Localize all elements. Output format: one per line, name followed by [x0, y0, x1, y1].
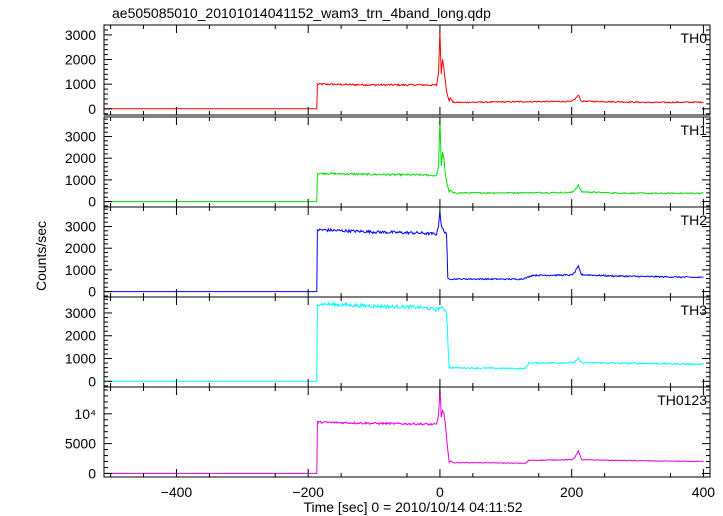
x-tick-label: −400 [161, 484, 193, 500]
y-tick-label: 3000 [65, 27, 96, 43]
panel-frame [103, 296, 711, 388]
y-tick-label: 0 [88, 373, 96, 389]
x-tick-label: −200 [292, 484, 324, 500]
y-tick-label: 1000 [65, 351, 96, 367]
series-line-th3 [104, 300, 704, 382]
y-tick-label: 0 [88, 465, 96, 481]
panel-th2: 0 1000 2000 3000 TH2 [65, 206, 711, 300]
y-tick-label: 2000 [65, 150, 96, 166]
series-line-th0123 [104, 388, 704, 474]
series-line-th2 [104, 211, 704, 293]
y-tick-label: 0 [88, 284, 96, 300]
x-tick-label: 400 [692, 484, 716, 500]
series-line-th0 [104, 31, 704, 110]
y-tick-label: 2000 [65, 240, 96, 256]
y-tick-label: 2000 [65, 328, 96, 344]
y-tick-label: 0 [88, 194, 96, 210]
panel-th1: 0 1000 2000 3000 TH1 [65, 116, 711, 210]
panel-frame [103, 206, 711, 298]
panel-th0: 0 1000 2000 3000 TH0 [65, 24, 711, 117]
y-tick-label: 3000 [65, 305, 96, 321]
y-tick-label: 2000 [65, 52, 96, 68]
panel-th0123: 0 5000 10⁴ TH0123 [65, 386, 711, 481]
panel-label-th3: TH3 [681, 302, 708, 318]
panel-label-th0: TH0 [681, 30, 708, 46]
panel-th3: 0 1000 2000 3000 TH3 [65, 296, 711, 389]
panel-label-th2: TH2 [681, 212, 708, 228]
x-axis-label: Time [sec] 0 = 2010/10/14 04:11:52 [303, 499, 522, 515]
y-tick-label: 1000 [65, 76, 96, 92]
y-tick-label: 1000 [65, 262, 96, 278]
y-tick-label: 1000 [65, 172, 96, 188]
y-tick-label: 10⁴ [74, 406, 96, 422]
panel-frame [103, 386, 711, 478]
y-tick-label: 0 [88, 101, 96, 117]
y-tick-label: 5000 [65, 436, 96, 452]
series-line-th1 [104, 120, 704, 203]
chart-title: ae505085010_20101014041152_wam3_trn_4ban… [112, 5, 491, 21]
panel-label-th1: TH1 [681, 122, 708, 138]
panel-label-th0123: TH0123 [657, 392, 707, 408]
x-tick-label: 0 [436, 484, 444, 500]
y-axis-label: Counts/sec [33, 221, 49, 291]
y-tick-label: 3000 [65, 219, 96, 235]
x-tick-label: 200 [560, 484, 584, 500]
y-tick-label: 3000 [65, 129, 96, 145]
